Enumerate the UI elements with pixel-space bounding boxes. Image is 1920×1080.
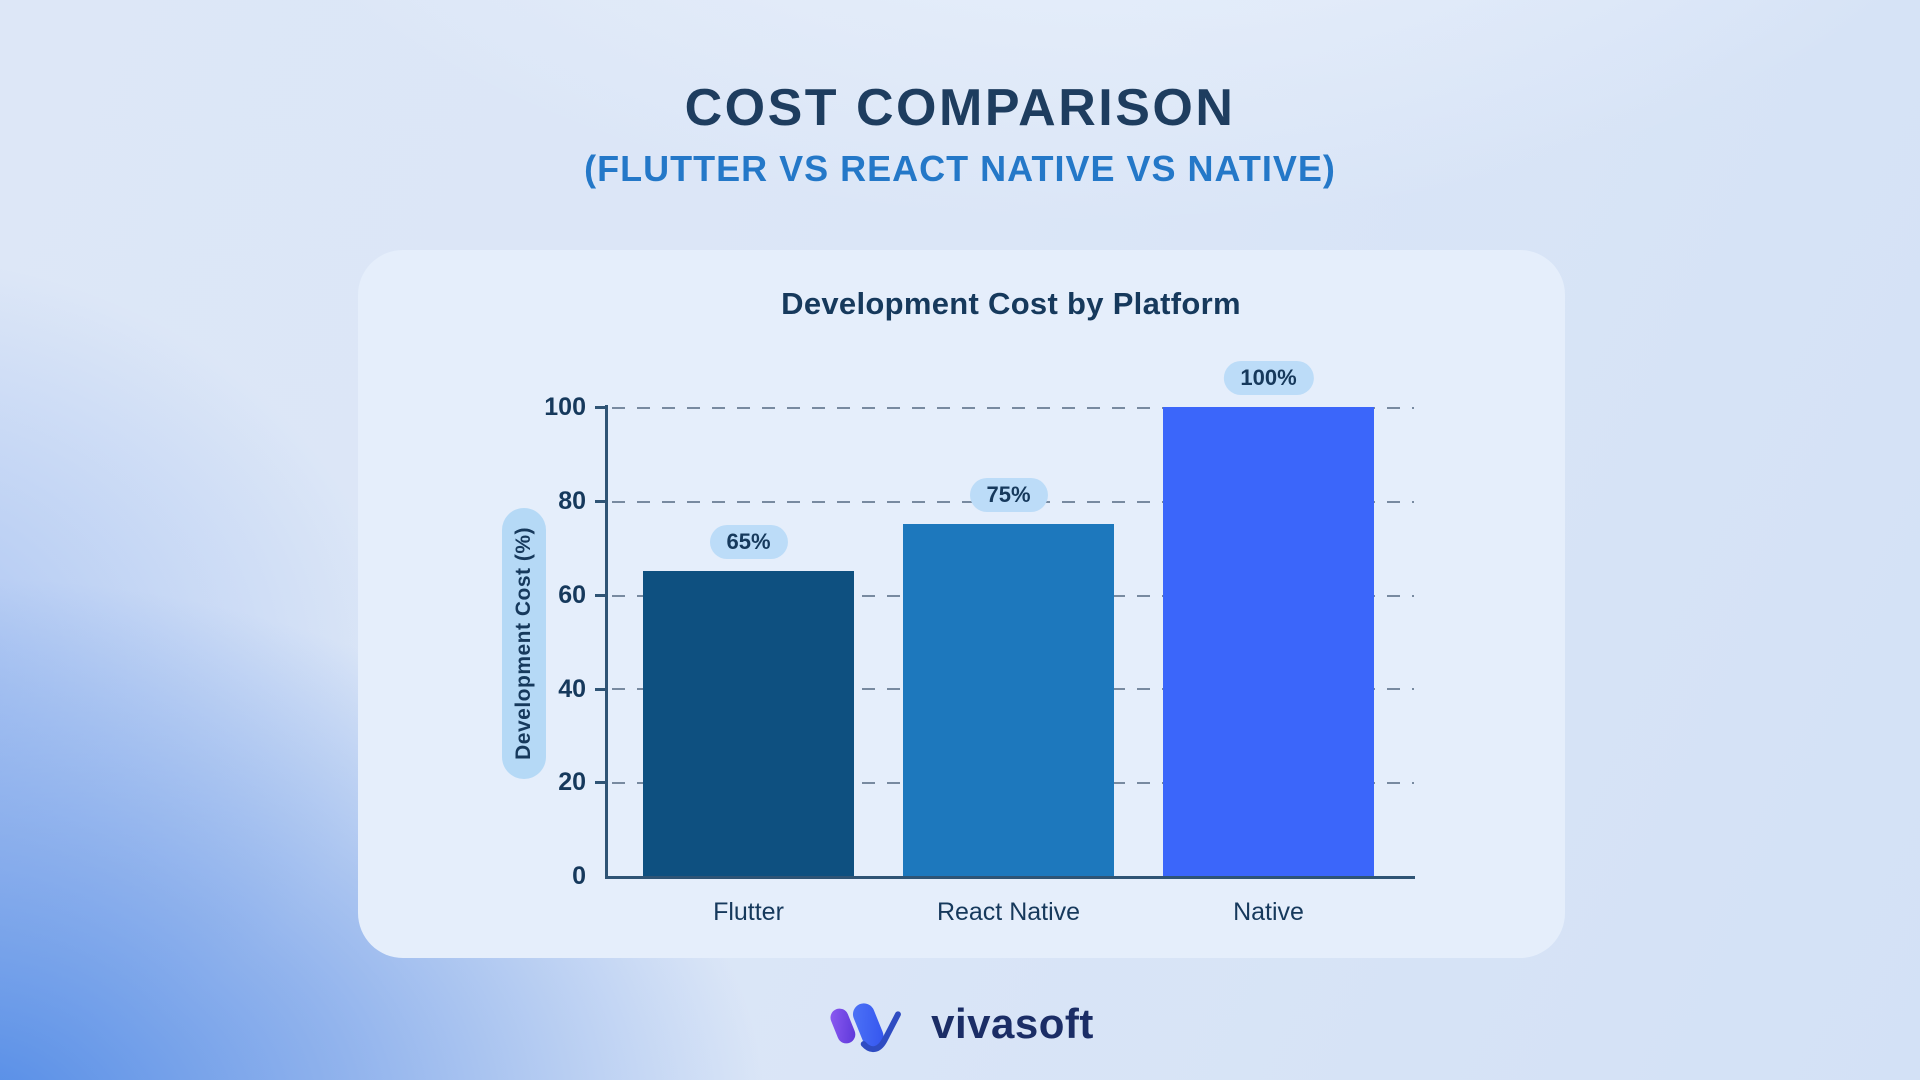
bar-group-native: 100% Native: [1163, 361, 1374, 926]
brand-footer: vivasoft: [0, 998, 1920, 1054]
x-axis-line: [605, 876, 1415, 879]
x-axis-category-native: Native: [1233, 898, 1304, 926]
y-tick-label: 40: [558, 675, 586, 703]
y-tick-20: [595, 781, 605, 784]
y-tick-label: 0: [572, 862, 586, 890]
y-axis-line: [605, 405, 608, 879]
x-axis-category-flutter: Flutter: [713, 898, 784, 926]
y-axis-label: Development Cost (%): [512, 527, 535, 760]
y-axis-label-pill: Development Cost (%): [502, 508, 546, 779]
value-label-native: 100%: [1223, 361, 1314, 395]
bar-flutter: [643, 571, 854, 876]
y-tick-40: [595, 688, 605, 691]
bar-group-react-native: 75% React Native: [903, 407, 1114, 926]
bar-chart-plot-area: 100 80 60 40 20 0 65% Flutter 75% React …: [544, 361, 1415, 926]
bar-native: [1163, 407, 1374, 876]
y-tick-100: [595, 406, 605, 409]
y-tick-60: [595, 594, 605, 597]
gridline-100: [612, 407, 1414, 409]
value-label-react-native: 75%: [969, 478, 1048, 513]
y-tick-label: 100: [544, 393, 586, 421]
page-subtitle: (FLUTTER VS REACT NATIVE VS NATIVE): [584, 148, 1336, 189]
y-tick-80: [595, 500, 605, 503]
value-label-flutter: 65%: [709, 525, 788, 560]
y-tick-label: 60: [558, 581, 586, 609]
brand-name: vivasoft: [931, 1000, 1094, 1047]
vivasoft-logo-icon: [830, 1003, 902, 1053]
bar-react-native: [903, 524, 1114, 876]
page-title: COST COMPARISON: [684, 79, 1236, 137]
x-axis-category-react-native: React Native: [936, 898, 1081, 926]
y-tick-label: 20: [558, 768, 586, 796]
bar-group-flutter: 65% Flutter: [643, 407, 854, 926]
chart-title: Development Cost by Platform: [781, 286, 1241, 321]
y-tick-label: 80: [558, 487, 586, 515]
